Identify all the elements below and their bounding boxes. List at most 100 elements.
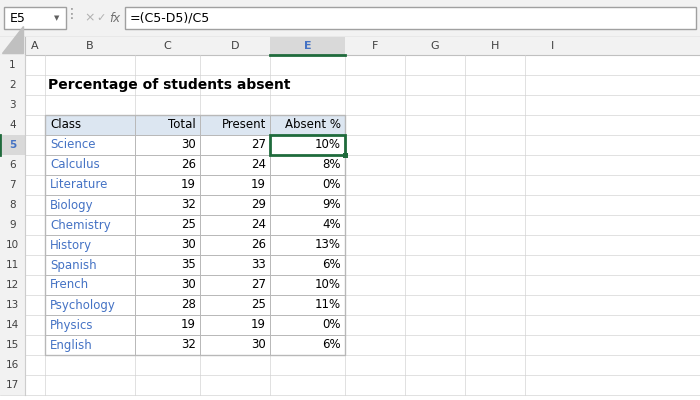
Text: 10: 10 bbox=[6, 240, 19, 250]
Text: I: I bbox=[551, 41, 554, 51]
Text: ✓: ✓ bbox=[96, 13, 106, 23]
Text: 29: 29 bbox=[251, 198, 266, 212]
Bar bbox=[0, 155, 25, 175]
Text: 13: 13 bbox=[6, 300, 19, 310]
Text: 30: 30 bbox=[181, 278, 196, 292]
Bar bbox=[0, 255, 25, 275]
Text: 9: 9 bbox=[9, 220, 16, 230]
Text: ×: × bbox=[84, 12, 95, 24]
Bar bbox=[0, 175, 25, 195]
Text: 24: 24 bbox=[251, 158, 266, 172]
Bar bbox=[125, 7, 696, 29]
Bar bbox=[0, 355, 25, 375]
Text: E5: E5 bbox=[10, 12, 26, 24]
Text: Class: Class bbox=[50, 118, 81, 132]
Text: D: D bbox=[231, 41, 239, 51]
Text: 26: 26 bbox=[181, 158, 196, 172]
Bar bbox=[0, 55, 25, 75]
Text: 27: 27 bbox=[251, 138, 266, 152]
Text: 26: 26 bbox=[251, 238, 266, 252]
Bar bbox=[0, 37, 25, 55]
Text: 15: 15 bbox=[6, 340, 19, 350]
Text: Science: Science bbox=[50, 138, 95, 152]
Text: 11: 11 bbox=[6, 260, 19, 270]
Text: 6%: 6% bbox=[323, 258, 341, 272]
Text: 19: 19 bbox=[181, 318, 196, 332]
Bar bbox=[0, 135, 25, 155]
Text: 19: 19 bbox=[251, 178, 266, 192]
Text: Present: Present bbox=[222, 118, 266, 132]
Text: 25: 25 bbox=[181, 218, 196, 232]
Text: E: E bbox=[304, 41, 312, 51]
Text: 27: 27 bbox=[251, 278, 266, 292]
Bar bbox=[0, 315, 25, 335]
Text: fx: fx bbox=[109, 12, 120, 24]
Text: 35: 35 bbox=[181, 258, 196, 272]
Text: 25: 25 bbox=[251, 298, 266, 312]
Bar bbox=[0, 295, 25, 315]
Text: History: History bbox=[50, 238, 92, 252]
Bar bbox=[270, 135, 345, 155]
Text: 14: 14 bbox=[6, 320, 19, 330]
Text: 5: 5 bbox=[9, 140, 16, 150]
Bar bbox=[0, 75, 25, 95]
Bar bbox=[0, 215, 25, 235]
Bar bbox=[0, 115, 25, 135]
Text: 33: 33 bbox=[251, 258, 266, 272]
Text: 10%: 10% bbox=[315, 138, 341, 152]
Text: Total: Total bbox=[168, 118, 196, 132]
Text: 32: 32 bbox=[181, 198, 196, 212]
Bar bbox=[0, 95, 25, 115]
Text: 11%: 11% bbox=[315, 298, 341, 312]
Text: 16: 16 bbox=[6, 360, 19, 370]
Text: H: H bbox=[491, 41, 499, 51]
Polygon shape bbox=[2, 26, 23, 53]
Text: 19: 19 bbox=[251, 318, 266, 332]
Bar bbox=[0, 275, 25, 295]
Text: 8%: 8% bbox=[323, 158, 341, 172]
Text: 30: 30 bbox=[181, 138, 196, 152]
Text: 30: 30 bbox=[181, 238, 196, 252]
Text: 28: 28 bbox=[181, 298, 196, 312]
Text: Calculus: Calculus bbox=[50, 158, 99, 172]
Text: Spanish: Spanish bbox=[50, 258, 97, 272]
Text: 6: 6 bbox=[9, 160, 16, 170]
Text: ▼: ▼ bbox=[55, 15, 60, 21]
Bar bbox=[0, 0, 700, 37]
Text: 10%: 10% bbox=[315, 278, 341, 292]
Text: 19: 19 bbox=[181, 178, 196, 192]
Text: Physics: Physics bbox=[50, 318, 94, 332]
Text: C: C bbox=[164, 41, 172, 51]
Bar bbox=[4, 7, 66, 29]
Text: 17: 17 bbox=[6, 380, 19, 390]
Bar bbox=[0, 195, 25, 215]
Text: 9%: 9% bbox=[323, 198, 341, 212]
Text: 4%: 4% bbox=[323, 218, 341, 232]
Bar bbox=[0, 235, 25, 255]
Text: 7: 7 bbox=[9, 180, 16, 190]
Text: 12: 12 bbox=[6, 280, 19, 290]
Text: G: G bbox=[430, 41, 440, 51]
Text: F: F bbox=[372, 41, 378, 51]
Text: Chemistry: Chemistry bbox=[50, 218, 111, 232]
Text: 32: 32 bbox=[181, 338, 196, 352]
Bar bbox=[0, 375, 25, 395]
Text: Percentage of students absent: Percentage of students absent bbox=[48, 78, 290, 92]
Bar bbox=[343, 153, 348, 158]
Text: A: A bbox=[32, 41, 38, 51]
Text: 6%: 6% bbox=[323, 338, 341, 352]
Text: =(C5-D5)/C5: =(C5-D5)/C5 bbox=[130, 12, 210, 24]
Text: 30: 30 bbox=[251, 338, 266, 352]
Text: 13%: 13% bbox=[315, 238, 341, 252]
Bar bbox=[0, 37, 700, 55]
Text: ⋮: ⋮ bbox=[65, 7, 79, 21]
Text: 3: 3 bbox=[9, 100, 16, 110]
Text: B: B bbox=[86, 41, 94, 51]
Text: English: English bbox=[50, 338, 92, 352]
Text: 0%: 0% bbox=[323, 318, 341, 332]
Text: 4: 4 bbox=[9, 120, 16, 130]
Text: 8: 8 bbox=[9, 200, 16, 210]
Text: 1: 1 bbox=[9, 60, 16, 70]
Text: French: French bbox=[50, 278, 89, 292]
Text: Literature: Literature bbox=[50, 178, 108, 192]
